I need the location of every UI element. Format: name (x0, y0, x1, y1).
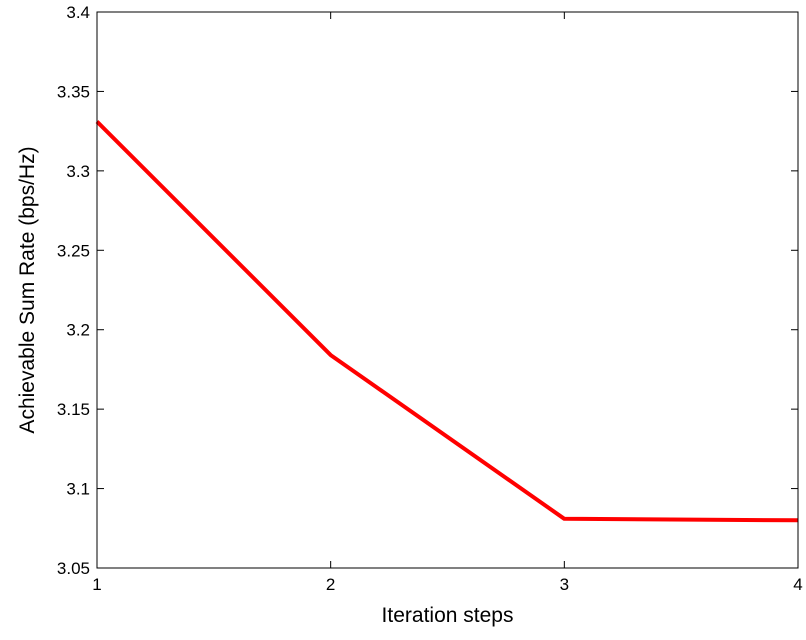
plot-frame (96, 11, 799, 569)
x-tick-label: 1 (92, 575, 101, 594)
y-tick-label: 3.3 (66, 162, 90, 181)
y-tick-label: 3.2 (66, 321, 90, 340)
y-tick-label: 3.05 (57, 559, 90, 578)
labels-layer: Iteration steps Achievable Sum Rate (bps… (16, 146, 513, 627)
ticks-layer: 1 2 3 4 3.05 3.1 3.15 3.2 3.25 3.3 3.35 3.4 (57, 3, 803, 594)
y-tick-label: 3.25 (57, 241, 90, 260)
y-tick-label: 3.1 (66, 480, 90, 499)
x-tick-label: 4 (793, 575, 802, 594)
y-tick-label: 3.35 (57, 82, 90, 101)
y-tick-label: 3.4 (66, 3, 90, 22)
x-tick-label: 2 (326, 575, 335, 594)
series-layer (95, 120, 799, 523)
y-axis-label: Achievable Sum Rate (bps/Hz) (16, 146, 39, 433)
x-tick-label: 3 (560, 575, 569, 594)
x-axis-label: Iteration steps (382, 604, 514, 627)
y-tick-label: 3.15 (57, 400, 90, 419)
series-line (95, 120, 799, 523)
